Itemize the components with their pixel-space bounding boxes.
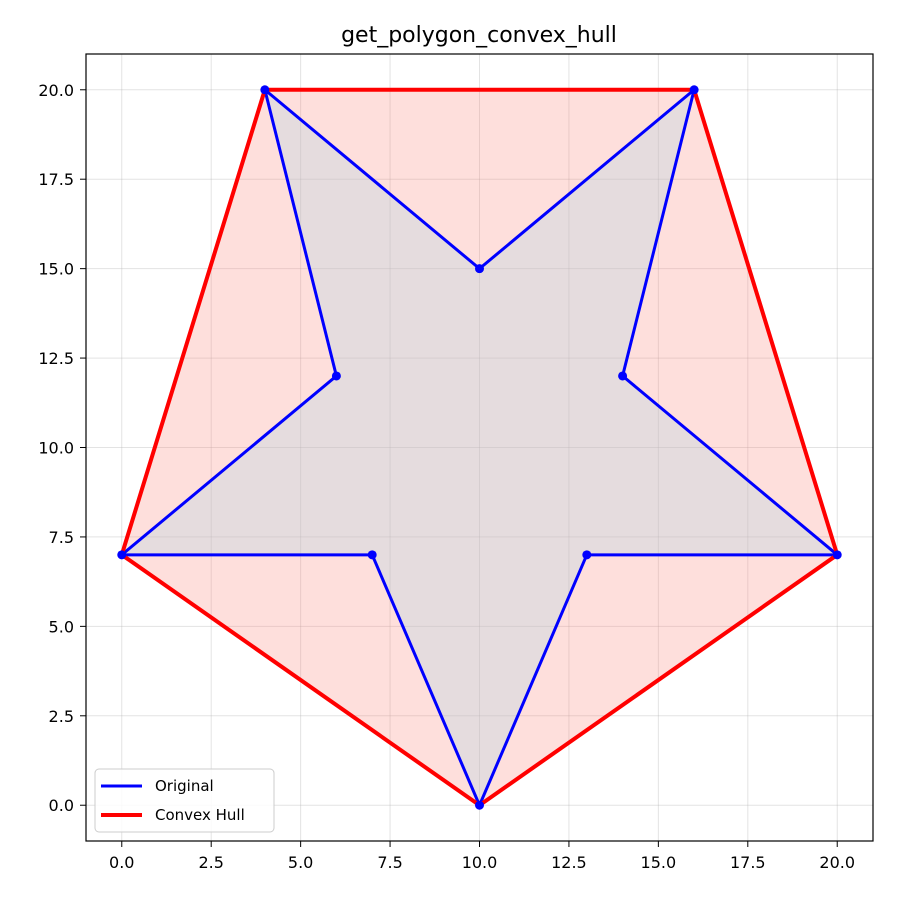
- y-tick-label: 0.0: [49, 796, 74, 815]
- y-tick-label: 5.0: [49, 617, 74, 636]
- x-tick-label: 0.0: [109, 853, 134, 872]
- x-tick-label: 5.0: [288, 853, 313, 872]
- chart-title: get_polygon_convex_hull: [341, 23, 617, 48]
- convex-hull-fill: [121, 89, 838, 806]
- y-tick-label: 2.5: [49, 707, 74, 726]
- x-tick-label: 10.0: [462, 853, 498, 872]
- y-tick-label: 10.0: [38, 439, 74, 458]
- series-points: [117, 85, 842, 810]
- original-vertex-point: [117, 550, 127, 560]
- convex-hull-line: [119, 87, 840, 808]
- y-tick-label: 17.5: [38, 170, 74, 189]
- original-fill: [121, 89, 838, 806]
- y-tick-label: 7.5: [49, 528, 74, 547]
- original-vertex-point: [582, 550, 592, 560]
- original-vertex-point: [832, 550, 842, 560]
- x-tick-label: 12.5: [551, 853, 587, 872]
- x-tick-label: 17.5: [730, 853, 766, 872]
- x-tick-label: 7.5: [377, 853, 402, 872]
- y-tick-label: 20.0: [38, 81, 74, 100]
- legend: Original Convex Hull: [94, 768, 275, 833]
- legend-label: Convex Hull: [155, 806, 245, 824]
- convex-hull-area: [121, 89, 838, 806]
- original-polygon-area: [121, 89, 838, 806]
- x-tick-label: 15.0: [641, 853, 677, 872]
- original-vertex-point: [331, 371, 341, 381]
- axis-ticks: 0.0 2.5 5.0 7.5 10.0 12.5 15.0 17.5 20.0 0.0 2.5 5.…: [38, 81, 855, 872]
- y-tick-label: 12.5: [38, 349, 74, 368]
- original-vertex-point: [367, 550, 377, 560]
- original-vertex-point: [689, 85, 699, 95]
- original-vertex-point: [618, 371, 628, 381]
- legend-label: Original: [155, 777, 214, 795]
- original-vertex-point: [475, 264, 484, 274]
- x-tick-label: 2.5: [198, 853, 223, 872]
- x-tick-label: 20.0: [819, 853, 855, 872]
- original-vertex-point: [260, 85, 270, 95]
- original-vertex-point: [475, 800, 484, 810]
- y-tick-label: 15.0: [38, 260, 74, 279]
